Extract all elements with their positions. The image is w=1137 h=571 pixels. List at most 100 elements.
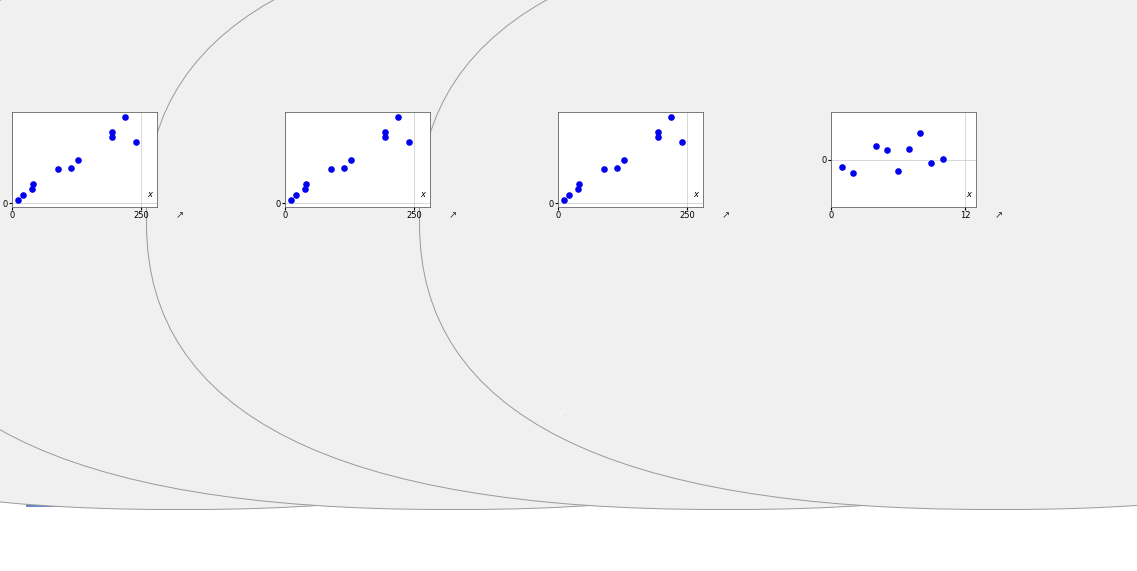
Point: [662, 113, 680, 122]
Point: [102, 132, 121, 141]
Point: [376, 127, 395, 136]
Circle shape: [9, 407, 20, 419]
Point: [127, 137, 146, 146]
Text: ↗: ↗: [176, 210, 184, 220]
Text: (Round to two decimal places as needed.): (Round to two decimal places as needed.): [8, 254, 242, 264]
Text: 11: 11: [218, 44, 233, 57]
Text: x.: x.: [267, 238, 279, 251]
Text: 41.8: 41.8: [327, 61, 354, 74]
Text: x: x: [13, 44, 19, 57]
FancyBboxPatch shape: [0, 0, 760, 509]
Point: [568, 184, 587, 194]
Text: 193: 193: [182, 44, 205, 57]
Point: [855, 103, 873, 112]
Text: 127: 127: [366, 44, 389, 57]
FancyBboxPatch shape: [147, 0, 1137, 509]
Point: [889, 167, 907, 176]
Point: [945, 223, 963, 232]
Circle shape: [9, 297, 20, 309]
Point: [866, 141, 885, 150]
Text: 175.9: 175.9: [404, 61, 438, 74]
Text: H⁁: β₁ < 0: H⁁: β₁ < 0: [44, 312, 101, 325]
Text: b. Determine the regression equation representing the data. Is the model signifi: b. Determine the regression equation rep…: [8, 218, 899, 231]
Text: 190.3: 190.3: [182, 61, 216, 74]
Text: 11.1: 11.1: [218, 61, 244, 74]
Text: 101.9: 101.9: [68, 61, 101, 74]
Text: 113: 113: [68, 44, 90, 57]
FancyBboxPatch shape: [447, 43, 460, 57]
Text: H⁁: β₁ ≠ 0: H⁁: β₁ ≠ 0: [591, 422, 648, 435]
Text: The regression equation is ŷ =: The regression equation is ŷ =: [8, 238, 204, 251]
Point: [376, 132, 395, 141]
Text: by the accountant to count the units. The independent variable, x, is the number: by the accountant to count the units. Th…: [8, 22, 1137, 35]
Point: [322, 164, 340, 174]
FancyBboxPatch shape: [420, 0, 1137, 509]
Text: H₀: β₁ ≠ 0: H₀: β₁ ≠ 0: [591, 296, 649, 309]
Text: □: □: [449, 44, 458, 54]
Text: 240: 240: [404, 44, 426, 57]
Circle shape: [556, 407, 568, 419]
Point: [296, 184, 314, 194]
Text: H⁁: β₁ = 0: H⁁: β₁ = 0: [44, 367, 101, 380]
Text: 97.4: 97.4: [254, 61, 280, 74]
Text: 124.9: 124.9: [366, 61, 400, 74]
Text: Determine the null and alternative hypotheses for the test. Choose the correct a: Determine the null and alternative hypot…: [8, 275, 530, 285]
Text: 89: 89: [254, 44, 268, 57]
Circle shape: [556, 297, 568, 309]
Point: [9, 195, 27, 204]
Text: E.: E.: [26, 406, 38, 416]
Text: 203.3: 203.3: [292, 61, 325, 74]
Text: 22: 22: [30, 44, 45, 57]
Point: [68, 155, 86, 164]
Point: [922, 158, 940, 167]
Point: [901, 145, 919, 154]
Text: 9.88: 9.88: [185, 238, 213, 251]
Text: H₀: β₁ = 0: H₀: β₁ = 0: [591, 406, 649, 419]
Text: x: x: [966, 190, 972, 199]
Text: y: y: [13, 61, 19, 74]
Point: [607, 163, 625, 172]
Text: C.: C.: [26, 351, 39, 361]
Point: [555, 195, 573, 204]
Point: [49, 164, 67, 174]
Point: [61, 163, 80, 172]
Point: [561, 190, 579, 199]
Circle shape: [9, 352, 20, 364]
Text: 38: 38: [327, 44, 342, 57]
Text: ↗: ↗: [449, 210, 457, 220]
Point: [570, 179, 588, 188]
Point: [297, 179, 315, 188]
Point: [673, 137, 691, 146]
Point: [595, 164, 613, 174]
Text: H⁁: β₁ = 0: H⁁: β₁ = 0: [591, 312, 648, 325]
Text: x: x: [694, 190, 698, 199]
Point: [334, 163, 352, 172]
Point: [649, 127, 667, 136]
Point: [116, 113, 134, 122]
Point: [911, 128, 929, 137]
Point: [15, 190, 33, 199]
Text: 244.5: 244.5: [106, 61, 140, 74]
Text: ↗: ↗: [995, 210, 1003, 220]
Point: [24, 179, 42, 188]
Text: H₀: β₁ > 0: H₀: β₁ > 0: [44, 406, 102, 419]
Point: [102, 127, 121, 136]
Text: ...: ...: [550, 85, 559, 95]
Point: [342, 155, 360, 164]
Circle shape: [556, 352, 568, 364]
Text: ↗: ↗: [722, 210, 730, 220]
Point: [23, 184, 41, 194]
Text: The following data have been collected by an accountant who is performing an aud: The following data have been collected b…: [8, 7, 1137, 20]
Text: H⁁: β₁ = 0: H⁁: β₁ = 0: [44, 422, 101, 435]
Text: D.: D.: [573, 351, 587, 361]
Text: Find the value of the test statistic.: Find the value of the test statistic.: [8, 465, 199, 475]
Text: 40: 40: [144, 44, 159, 57]
Text: H⁁: β₁ > 0: H⁁: β₁ > 0: [591, 367, 648, 380]
Text: (Round to two decimal places as needed.): (Round to two decimal places as needed.): [64, 490, 299, 500]
Text: ✓: ✓: [558, 408, 566, 418]
Text: +: +: [215, 238, 233, 251]
Point: [282, 195, 300, 204]
Text: x: x: [421, 190, 425, 199]
Text: H₀: β₁ = 0: H₀: β₁ = 0: [591, 351, 649, 364]
Point: [389, 113, 407, 122]
